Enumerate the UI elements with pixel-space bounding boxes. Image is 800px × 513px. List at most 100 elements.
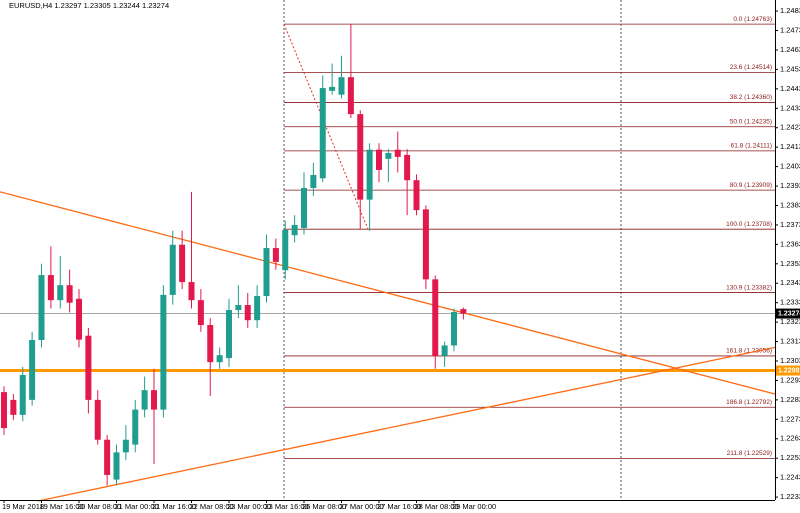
fibo-label: 0.0 (1.24763) (733, 16, 772, 23)
candle-body (244, 305, 251, 321)
fibo-label: 61.8 (1.24111) (731, 143, 772, 150)
y-tick-label: 1.23430 (780, 278, 800, 287)
candle-body (376, 149, 382, 170)
candle-body (263, 248, 270, 297)
fibo-label: 186.8 (1.22792) (726, 399, 772, 406)
x-tick-label: 23 Mar 16:00 (265, 502, 309, 511)
candle-body (197, 300, 204, 326)
y-tick-label: 1.23730 (780, 220, 800, 229)
candle-body (169, 244, 176, 295)
y-tick-label: 1.24130 (780, 142, 800, 151)
candle-body (94, 399, 101, 440)
fibo-label: 80.9 (1.23909) (730, 182, 772, 189)
candle-body (47, 275, 54, 301)
candle-body (404, 154, 411, 181)
candle-body (366, 149, 373, 200)
candle-body (422, 209, 429, 280)
candle-body (122, 439, 129, 453)
y-tick-label: 1.22830 (780, 395, 800, 404)
y-tick-label: 1.22930 (780, 375, 800, 384)
y-tick-label: 1.24530 (780, 64, 800, 73)
candle-body (254, 296, 261, 321)
candle-body (85, 335, 92, 400)
chart-title: EURUSD,H4 1.23297 1.23305 1.23244 1.2327… (9, 1, 169, 10)
candle-body (394, 149, 401, 157)
y-tick-label: 1.23130 (780, 337, 800, 346)
fibo-label: 38.2 (1.24360) (730, 94, 772, 101)
candle-body (460, 309, 467, 314)
candle-body (66, 285, 73, 303)
candle-body (38, 275, 45, 341)
y-tick-label: 1.24630 (780, 45, 800, 54)
candle-body (282, 229, 289, 271)
y-tick-label: 1.22430 (780, 473, 800, 482)
fibo-label: 211.8 (1.22529) (727, 450, 772, 457)
candle-body (451, 312, 457, 346)
price-tag (776, 308, 800, 319)
price-tag (776, 365, 800, 376)
candle-body (57, 285, 64, 301)
y-tick-label: 1.24430 (780, 84, 800, 93)
y-tick-label: 1.23330 (780, 298, 800, 307)
y-tick-label: 1.24230 (780, 123, 800, 132)
candle-body (188, 282, 195, 301)
trendline (37, 346, 776, 502)
fibo-label: 130.9 (1.23382) (726, 284, 772, 291)
x-tick-label: 27 Mar 00:00 (340, 502, 384, 511)
y-tick-label: 1.24330 (780, 103, 800, 112)
x-tick-label: 28 Mar 08:00 (415, 502, 459, 511)
fibo-trend (283, 23, 369, 230)
fibo-label: 161.8 (1.23056) (726, 348, 772, 355)
candle-body (160, 294, 167, 410)
x-tick-label: 19 Mar 16:00 (40, 502, 84, 511)
candle-body (10, 399, 17, 415)
y-tick-label: 1.23830 (780, 200, 800, 209)
x-tick-label: 29 Mar 00:00 (452, 502, 496, 511)
x-tick-label: 21 Mar 00:00 (115, 502, 159, 511)
candle-body (19, 375, 26, 415)
y-tick-label: 1.24730 (780, 26, 800, 35)
candle-body (310, 174, 317, 188)
candle-body (104, 439, 111, 475)
candle-body (338, 77, 345, 95)
candle-body (207, 325, 214, 363)
y-tick-label: 1.24030 (780, 162, 800, 171)
x-tick-label: 27 Mar 16:00 (377, 502, 421, 511)
y-tick-label: 1.22330 (780, 492, 800, 501)
y-tick-label: 1.22730 (780, 414, 800, 423)
y-tick-label: 1.23930 (780, 181, 800, 190)
x-tick-label: 26 Mar 08:00 (302, 502, 346, 511)
candle-body (432, 279, 439, 356)
candle-body (329, 86, 336, 91)
candle-body (179, 244, 186, 283)
candle-body (151, 390, 157, 410)
candle-body (1, 392, 7, 429)
x-tick-label: 22 Mar 08:00 (190, 502, 234, 511)
y-tick-label: 1.23230 (780, 317, 800, 326)
y-tick-label: 1.22630 (780, 434, 800, 443)
x-tick-label: 23 Mar 00:00 (227, 502, 271, 511)
x-tick-label: 21 Mar 16:00 (152, 502, 196, 511)
candle-body (29, 340, 36, 400)
candle-body (235, 305, 242, 311)
candle-body (141, 390, 148, 410)
trendline (0, 191, 776, 395)
candle-body (385, 152, 392, 159)
y-tick-label: 1.22530 (780, 453, 800, 462)
candle-body (216, 355, 223, 363)
fibo-label: 23.6 (1.24514) (730, 64, 772, 71)
fibo-label: 50.0 (1.24235) (730, 118, 772, 125)
candle-body (441, 345, 448, 356)
candle-body (76, 298, 82, 340)
y-tick-label: 1.23530 (780, 259, 800, 268)
candle-body (291, 224, 298, 236)
price-tag-label: 1.23274 (778, 310, 800, 317)
candle-body (272, 248, 279, 262)
y-tick-label: 1.23630 (780, 239, 800, 248)
candle-body (347, 77, 354, 115)
candle-body (357, 114, 364, 200)
y-tick-label: 1.24830 (780, 6, 800, 15)
